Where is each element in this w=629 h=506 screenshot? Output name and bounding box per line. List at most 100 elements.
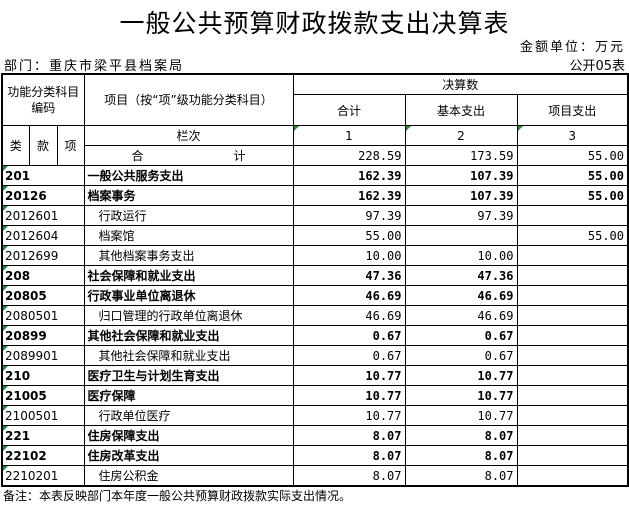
row-name: 档案馆 <box>83 225 294 246</box>
row-basic: 10.77 <box>404 405 518 426</box>
row-basic: 97.39 <box>404 205 518 226</box>
row-name: 其他社会保障和就业支出 <box>83 325 294 346</box>
col-number-1: 1 <box>292 125 406 146</box>
table-row: 22102 住房改革支出 8.07 8.07 <box>1 445 629 466</box>
row-code: 210 <box>1 365 85 386</box>
row-code: 2100501 <box>1 405 85 426</box>
row-project <box>516 265 629 286</box>
row-project <box>516 345 629 366</box>
header-xiang: 项 <box>56 125 85 166</box>
row-name: 档案事务 <box>83 185 294 206</box>
row-basic: 10.00 <box>404 245 518 266</box>
row-basic: 10.77 <box>404 385 518 406</box>
header-project: 项目支出 <box>516 94 629 126</box>
department-label: 部门：重庆市梁平县档案局 <box>4 59 185 74</box>
column-label: 栏次 <box>83 125 294 146</box>
row-name: 医疗卫生与计划生育支出 <box>83 365 294 386</box>
row-name: 社会保障和就业支出 <box>83 265 294 286</box>
row-basic: 0.67 <box>404 325 518 346</box>
table-row: 2012604 档案馆 55.00 55.00 <box>1 225 629 246</box>
table-row: 201 一般公共服务支出 162.39 107.39 55.00 <box>1 165 629 186</box>
header-lei: 类 <box>1 125 30 166</box>
row-total: 10.77 <box>292 385 406 406</box>
row-project: 55.00 <box>516 165 629 186</box>
row-basic: 107.39 <box>404 165 518 186</box>
expenditure-table: 功能分类科目编码 项目（按“项”级功能分类科目） 决算数 合计 基本支出 项目支… <box>1 73 629 487</box>
row-code: 20899 <box>1 325 85 346</box>
col-number-2: 2 <box>404 125 518 146</box>
row-project <box>516 425 629 446</box>
row-code: 22102 <box>1 445 85 466</box>
row-total: 97.39 <box>292 205 406 226</box>
table-row: 2080501 归口管理的行政单位离退休 46.69 46.69 <box>1 305 629 326</box>
row-total: 10.00 <box>292 245 406 266</box>
row-name: 住房保障支出 <box>83 425 294 446</box>
row-total: 47.36 <box>292 265 406 286</box>
row-name: 医疗保障 <box>83 385 294 406</box>
row-basic: 107.39 <box>404 185 518 206</box>
row-code: 208 <box>1 265 85 286</box>
row-project <box>516 445 629 466</box>
total-row: 合计 228.59 173.59 55.00 <box>2 145 629 166</box>
row-total: 8.07 <box>292 445 406 466</box>
row-total: 46.69 <box>292 305 406 326</box>
row-project <box>516 325 629 346</box>
row-basic: 8.07 <box>404 465 518 487</box>
row-basic: 8.07 <box>404 445 518 466</box>
row-code: 2012601 <box>1 205 85 226</box>
row-total: 162.39 <box>292 165 406 186</box>
table-row: 2100501 行政单位医疗 10.77 10.77 <box>1 405 629 426</box>
unit-label: 金额单位：万元 <box>519 40 625 55</box>
header-final: 决算数 <box>292 73 629 95</box>
form-number: 公开05表 <box>569 59 625 74</box>
row-code: 20126 <box>1 185 85 206</box>
row-name: 行政单位医疗 <box>83 405 294 426</box>
col-number-3: 3 <box>516 125 629 146</box>
header-code: 功能分类科目编码 <box>1 73 85 126</box>
row-code: 2089901 <box>1 345 85 366</box>
row-code: 2012699 <box>1 245 85 266</box>
row-name: 住房公积金 <box>83 465 294 487</box>
total-label: 合计 <box>83 145 294 166</box>
row-total: 8.07 <box>292 465 406 487</box>
row-name: 其他档案事务支出 <box>83 245 294 266</box>
row-project <box>516 245 629 266</box>
row-name: 其他社会保障和就业支出 <box>83 345 294 366</box>
row-project: 55.00 <box>516 225 629 246</box>
row-project <box>516 285 629 306</box>
row-code: 20805 <box>1 285 85 306</box>
row-total: 162.39 <box>292 185 406 206</box>
row-name: 行政事业单位离退休 <box>83 285 294 306</box>
total-label-a: 合 <box>131 149 144 163</box>
table-row: 208 社会保障和就业支出 47.36 47.36 <box>1 265 629 286</box>
row-total: 8.07 <box>292 425 406 446</box>
total-basic: 173.59 <box>404 145 518 166</box>
row-name: 一般公共服务支出 <box>83 165 294 186</box>
row-code: 2080501 <box>1 305 85 326</box>
total-label-b: 计 <box>233 149 246 163</box>
row-basic: 8.07 <box>404 425 518 446</box>
row-project <box>516 405 629 426</box>
table-row: 20805 行政事业单位离退休 46.69 46.69 <box>1 285 629 306</box>
row-basic: 46.69 <box>404 305 518 326</box>
table-row: 2089901 其他社会保障和就业支出 0.67 0.67 <box>1 345 629 366</box>
row-code: 201 <box>1 165 85 186</box>
page-title: 一般公共预算财政拨款支出决算表 <box>119 9 510 38</box>
row-project: 55.00 <box>516 185 629 206</box>
row-basic: 10.77 <box>404 365 518 386</box>
row-project <box>516 465 629 487</box>
row-code: 2210201 <box>1 465 85 487</box>
table-row: 2012699 其他档案事务支出 10.00 10.00 <box>1 245 629 266</box>
row-basic <box>404 225 518 246</box>
footnote: 备注：本表反映部门本年度一般公共预算财政拨款实际支出情况。 <box>3 489 352 503</box>
row-name: 归口管理的行政单位离退休 <box>83 305 294 326</box>
row-project <box>516 205 629 226</box>
row-total: 10.77 <box>292 405 406 426</box>
row-code: 221 <box>1 425 85 446</box>
row-total: 46.69 <box>292 285 406 306</box>
row-name: 行政运行 <box>83 205 294 226</box>
header-basic: 基本支出 <box>404 94 518 126</box>
table-row: 221 住房保障支出 8.07 8.07 <box>1 425 629 446</box>
row-basic: 46.69 <box>404 285 518 306</box>
row-total: 10.77 <box>292 365 406 386</box>
